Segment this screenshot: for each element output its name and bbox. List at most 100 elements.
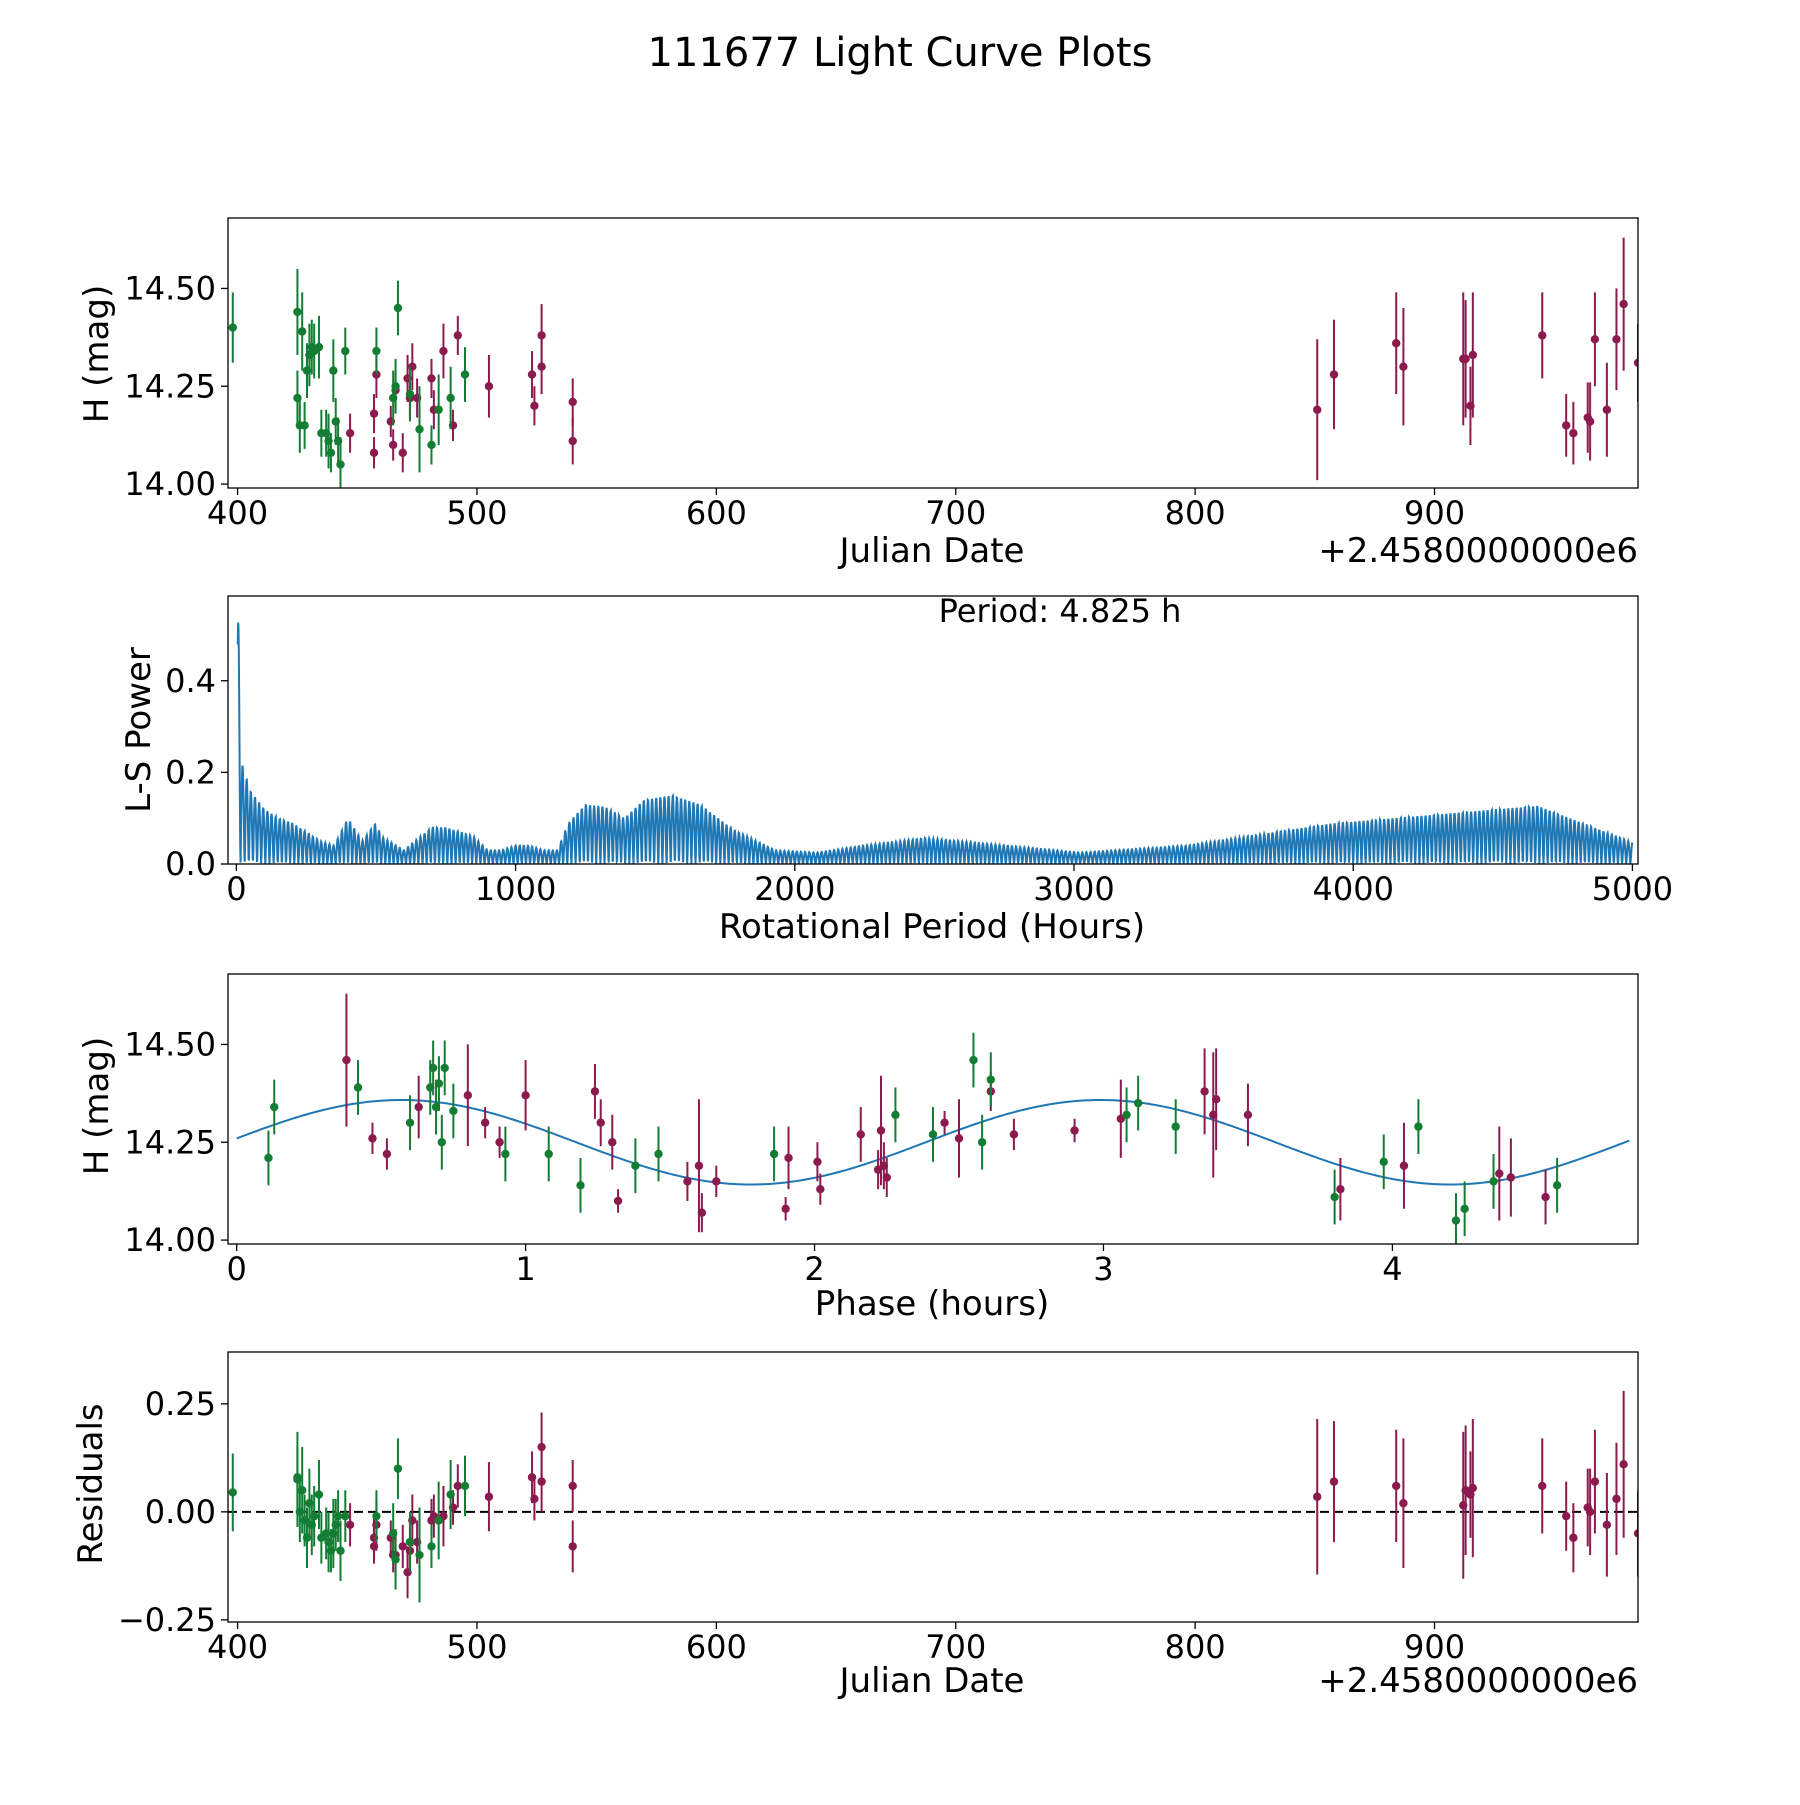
green-point <box>1460 1204 1469 1213</box>
data-layer <box>228 237 1638 488</box>
green-point <box>460 370 470 379</box>
magenta-point <box>882 1173 891 1182</box>
magenta-point <box>398 1542 407 1551</box>
axes-frame <box>227 973 1639 1245</box>
green-point <box>446 1490 455 1499</box>
y-tick-label: 14.00 <box>124 1221 216 1259</box>
magenta-point <box>1392 339 1401 348</box>
magenta-point <box>1495 1169 1504 1178</box>
magenta-point <box>1585 1507 1595 1517</box>
magenta-point <box>856 1130 865 1139</box>
green-point <box>654 1149 663 1159</box>
residuals-panel: Julian Date Residuals +2.4580000000e6 40… <box>71 1351 1639 1701</box>
data-layer <box>236 622 1634 864</box>
magenta-point <box>1561 1511 1571 1521</box>
data-layer <box>264 993 1562 1244</box>
magenta-point <box>1506 1173 1516 1182</box>
green-point <box>1379 1157 1388 1167</box>
magenta-point <box>1612 335 1621 344</box>
magenta-point <box>568 1481 577 1491</box>
green-point <box>1489 1177 1498 1186</box>
x-tick-label: 5000 <box>1592 870 1673 908</box>
y-tick-label: 14.50 <box>124 1025 216 1063</box>
magenta-point <box>608 1138 617 1147</box>
magenta-point <box>813 1157 822 1167</box>
periodogram-panel: Rotational Period (Hours) L-S Power Peri… <box>119 592 1673 947</box>
magenta-point <box>527 370 537 379</box>
green-point <box>341 1511 350 1521</box>
panel-0-offset-label: +2.4580000000e6 <box>1318 531 1638 571</box>
magenta-point <box>697 1208 707 1217</box>
green-point <box>228 323 237 332</box>
magenta-point <box>940 1118 949 1127</box>
magenta-point <box>1200 1087 1209 1096</box>
x-tick-label: 0 <box>226 870 246 908</box>
magenta-point <box>1569 429 1578 438</box>
axes-frame <box>227 217 1639 489</box>
magenta-point <box>1399 362 1408 371</box>
green-point <box>336 460 345 469</box>
x-tick-label: 4000 <box>1312 870 1393 908</box>
panel-3-xlabel: Julian Date <box>838 1661 1025 1701</box>
magenta-point <box>369 409 379 418</box>
magenta-point <box>1538 1481 1547 1491</box>
x-tick-label: 1 <box>515 1250 535 1288</box>
x-tick-label: 900 <box>1404 494 1465 532</box>
green-point <box>298 1486 307 1495</box>
magenta-point <box>568 1542 577 1551</box>
magenta-point <box>1399 1499 1408 1508</box>
figure-title: 111677 Light Curve Plots <box>648 30 1153 76</box>
x-tick-label: 0 <box>226 1250 246 1288</box>
magenta-point <box>954 1134 964 1143</box>
panel-3-offset-label: +2.4580000000e6 <box>1318 1661 1638 1701</box>
green-point <box>1171 1122 1180 1131</box>
magenta-point <box>694 1161 704 1170</box>
magenta-point <box>484 382 494 391</box>
magenta-point <box>1633 358 1638 367</box>
magenta-point <box>484 1492 494 1501</box>
green-point <box>393 303 403 313</box>
x-tick-label: 2000 <box>754 870 835 908</box>
green-point <box>314 1490 324 1499</box>
panel-1-xlabel: Rotational Period (Hours) <box>719 907 1145 947</box>
magenta-point <box>1602 405 1612 414</box>
magenta-point <box>1633 1529 1638 1538</box>
magenta-point <box>537 1442 546 1452</box>
magenta-point <box>495 1138 504 1147</box>
green-point <box>228 1488 237 1497</box>
x-tick-label: 2 <box>804 1250 824 1288</box>
green-point <box>1414 1122 1423 1131</box>
green-point <box>300 421 309 430</box>
green-point <box>405 1537 415 1547</box>
magenta-point <box>1336 1185 1345 1194</box>
magenta-point <box>1602 1520 1612 1530</box>
green-point <box>329 366 338 375</box>
magenta-point <box>439 346 448 356</box>
x-tick-label: 400 <box>207 494 268 532</box>
magenta-point <box>1329 370 1339 379</box>
magenta-point <box>530 401 539 411</box>
magenta-point <box>1243 1110 1253 1120</box>
green-point <box>333 1511 343 1521</box>
magenta-point <box>345 1520 355 1530</box>
panel-2-ylabel: H (mag) <box>77 1037 117 1175</box>
x-tick-label: 1000 <box>475 870 556 908</box>
green-point <box>928 1130 938 1139</box>
magenta-point <box>463 1091 473 1100</box>
panel-0-xlabel: Julian Date <box>838 531 1025 571</box>
magenta-point <box>530 1494 539 1504</box>
green-point <box>544 1149 553 1159</box>
y-tick-label: 0.00 <box>145 1493 216 1531</box>
panel-0-ylabel: H (mag) <box>77 285 117 423</box>
magenta-point <box>1569 1533 1578 1542</box>
magenta-point <box>1561 421 1571 430</box>
green-point <box>449 1106 458 1116</box>
magenta-point <box>1399 1161 1409 1170</box>
x-tick-label: 4 <box>1382 1250 1402 1288</box>
green-point <box>434 1516 443 1525</box>
y-tick-label: −0.25 <box>118 1601 216 1639</box>
light-curve-panel: Julian Date H (mag) +2.4580000000e6 400 5… <box>77 217 1639 571</box>
magenta-point <box>368 1134 377 1143</box>
green-point <box>326 448 336 457</box>
